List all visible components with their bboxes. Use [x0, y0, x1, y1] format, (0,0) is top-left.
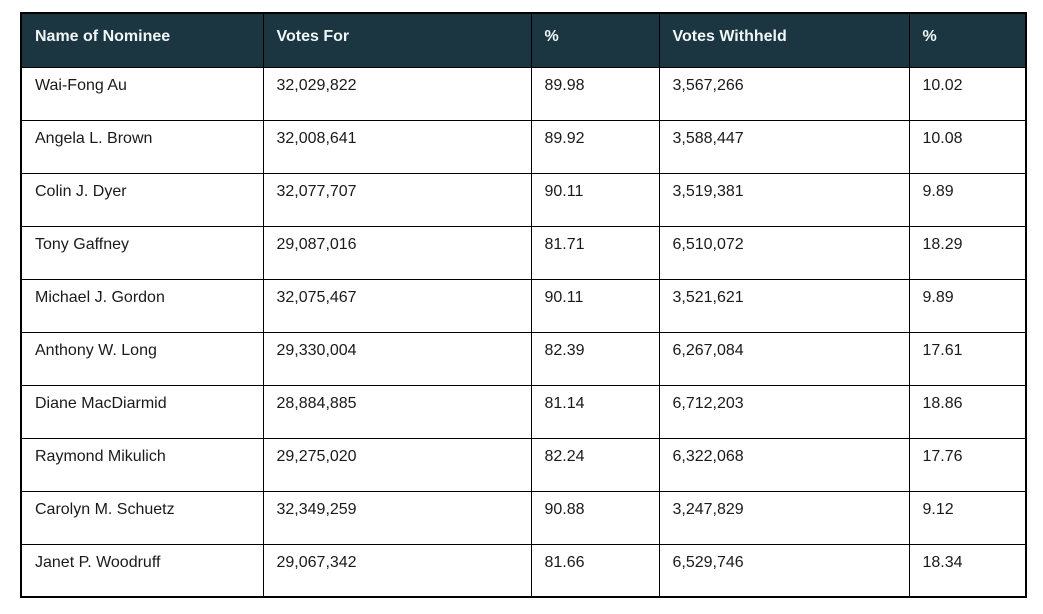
cell-nominee-name: Anthony W. Long	[20, 331, 264, 386]
cell-pct-for: 89.98	[530, 66, 660, 121]
cell-pct-withheld: 9.12	[908, 490, 1027, 545]
cell-votes-withheld: 6,510,072	[658, 225, 910, 280]
header-votes-withheld: Votes Withheld	[658, 12, 910, 68]
cell-votes-for: 32,029,822	[262, 66, 532, 121]
cell-votes-for: 29,330,004	[262, 331, 532, 386]
cell-votes-withheld: 3,247,829	[658, 490, 910, 545]
cell-pct-withheld: 17.76	[908, 437, 1027, 492]
cell-nominee-name: Tony Gaffney	[20, 225, 264, 280]
cell-votes-for: 32,349,259	[262, 490, 532, 545]
cell-votes-for: 29,275,020	[262, 437, 532, 492]
cell-pct-withheld: 10.02	[908, 66, 1027, 121]
table-row: Diane MacDiarmid 28,884,885 81.14 6,712,…	[20, 384, 1027, 439]
cell-pct-withheld: 9.89	[908, 172, 1027, 227]
cell-pct-withheld: 9.89	[908, 278, 1027, 333]
cell-votes-for: 32,008,641	[262, 119, 532, 174]
cell-pct-withheld: 18.86	[908, 384, 1027, 439]
table-row: Anthony W. Long 29,330,004 82.39 6,267,0…	[20, 331, 1027, 386]
cell-nominee-name: Carolyn M. Schuetz	[20, 490, 264, 545]
cell-nominee-name: Wai-Fong Au	[20, 66, 264, 121]
header-row: Name of Nominee Votes For % Votes Withhe…	[20, 12, 1027, 68]
table-row: Janet P. Woodruff 29,067,342 81.66 6,529…	[20, 543, 1027, 598]
cell-pct-for: 90.88	[530, 490, 660, 545]
cell-votes-withheld: 3,567,266	[658, 66, 910, 121]
cell-pct-for: 82.39	[530, 331, 660, 386]
table-row: Carolyn M. Schuetz 32,349,259 90.88 3,24…	[20, 490, 1027, 545]
cell-pct-for: 90.11	[530, 172, 660, 227]
cell-pct-for: 82.24	[530, 437, 660, 492]
cell-pct-withheld: 18.34	[908, 543, 1027, 598]
cell-pct-withheld: 18.29	[908, 225, 1027, 280]
cell-votes-withheld: 6,529,746	[658, 543, 910, 598]
cell-nominee-name: Angela L. Brown	[20, 119, 264, 174]
cell-pct-for: 89.92	[530, 119, 660, 174]
cell-pct-withheld: 17.61	[908, 331, 1027, 386]
cell-pct-for: 81.66	[530, 543, 660, 598]
header-pct-for: %	[530, 12, 660, 68]
cell-votes-withheld: 6,267,084	[658, 331, 910, 386]
header-pct-withheld: %	[908, 12, 1027, 68]
cell-nominee-name: Michael J. Gordon	[20, 278, 264, 333]
cell-votes-withheld: 6,712,203	[658, 384, 910, 439]
cell-pct-for: 90.11	[530, 278, 660, 333]
table-body: Wai-Fong Au 32,029,822 89.98 3,567,266 1…	[20, 66, 1027, 598]
cell-votes-for: 29,087,016	[262, 225, 532, 280]
table-row: Tony Gaffney 29,087,016 81.71 6,510,072 …	[20, 225, 1027, 280]
table-row: Colin J. Dyer 32,077,707 90.11 3,519,381…	[20, 172, 1027, 227]
cell-nominee-name: Janet P. Woodruff	[20, 543, 264, 598]
cell-nominee-name: Raymond Mikulich	[20, 437, 264, 492]
cell-pct-withheld: 10.08	[908, 119, 1027, 174]
cell-votes-for: 28,884,885	[262, 384, 532, 439]
cell-votes-withheld: 3,588,447	[658, 119, 910, 174]
cell-votes-for: 32,077,707	[262, 172, 532, 227]
vote-results-table: Name of Nominee Votes For % Votes Withhe…	[20, 12, 1027, 598]
header-name-of-nominee: Name of Nominee	[20, 12, 264, 68]
table-row: Wai-Fong Au 32,029,822 89.98 3,567,266 1…	[20, 66, 1027, 121]
cell-votes-for: 29,067,342	[262, 543, 532, 598]
cell-nominee-name: Colin J. Dyer	[20, 172, 264, 227]
table-row: Michael J. Gordon 32,075,467 90.11 3,521…	[20, 278, 1027, 333]
table-row: Angela L. Brown 32,008,641 89.92 3,588,4…	[20, 119, 1027, 174]
cell-nominee-name: Diane MacDiarmid	[20, 384, 264, 439]
cell-pct-for: 81.14	[530, 384, 660, 439]
cell-votes-withheld: 3,521,621	[658, 278, 910, 333]
cell-pct-for: 81.71	[530, 225, 660, 280]
table-header: Name of Nominee Votes For % Votes Withhe…	[20, 12, 1027, 68]
cell-votes-withheld: 6,322,068	[658, 437, 910, 492]
cell-votes-withheld: 3,519,381	[658, 172, 910, 227]
table-row: Raymond Mikulich 29,275,020 82.24 6,322,…	[20, 437, 1027, 492]
cell-votes-for: 32,075,467	[262, 278, 532, 333]
header-votes-for: Votes For	[262, 12, 532, 68]
